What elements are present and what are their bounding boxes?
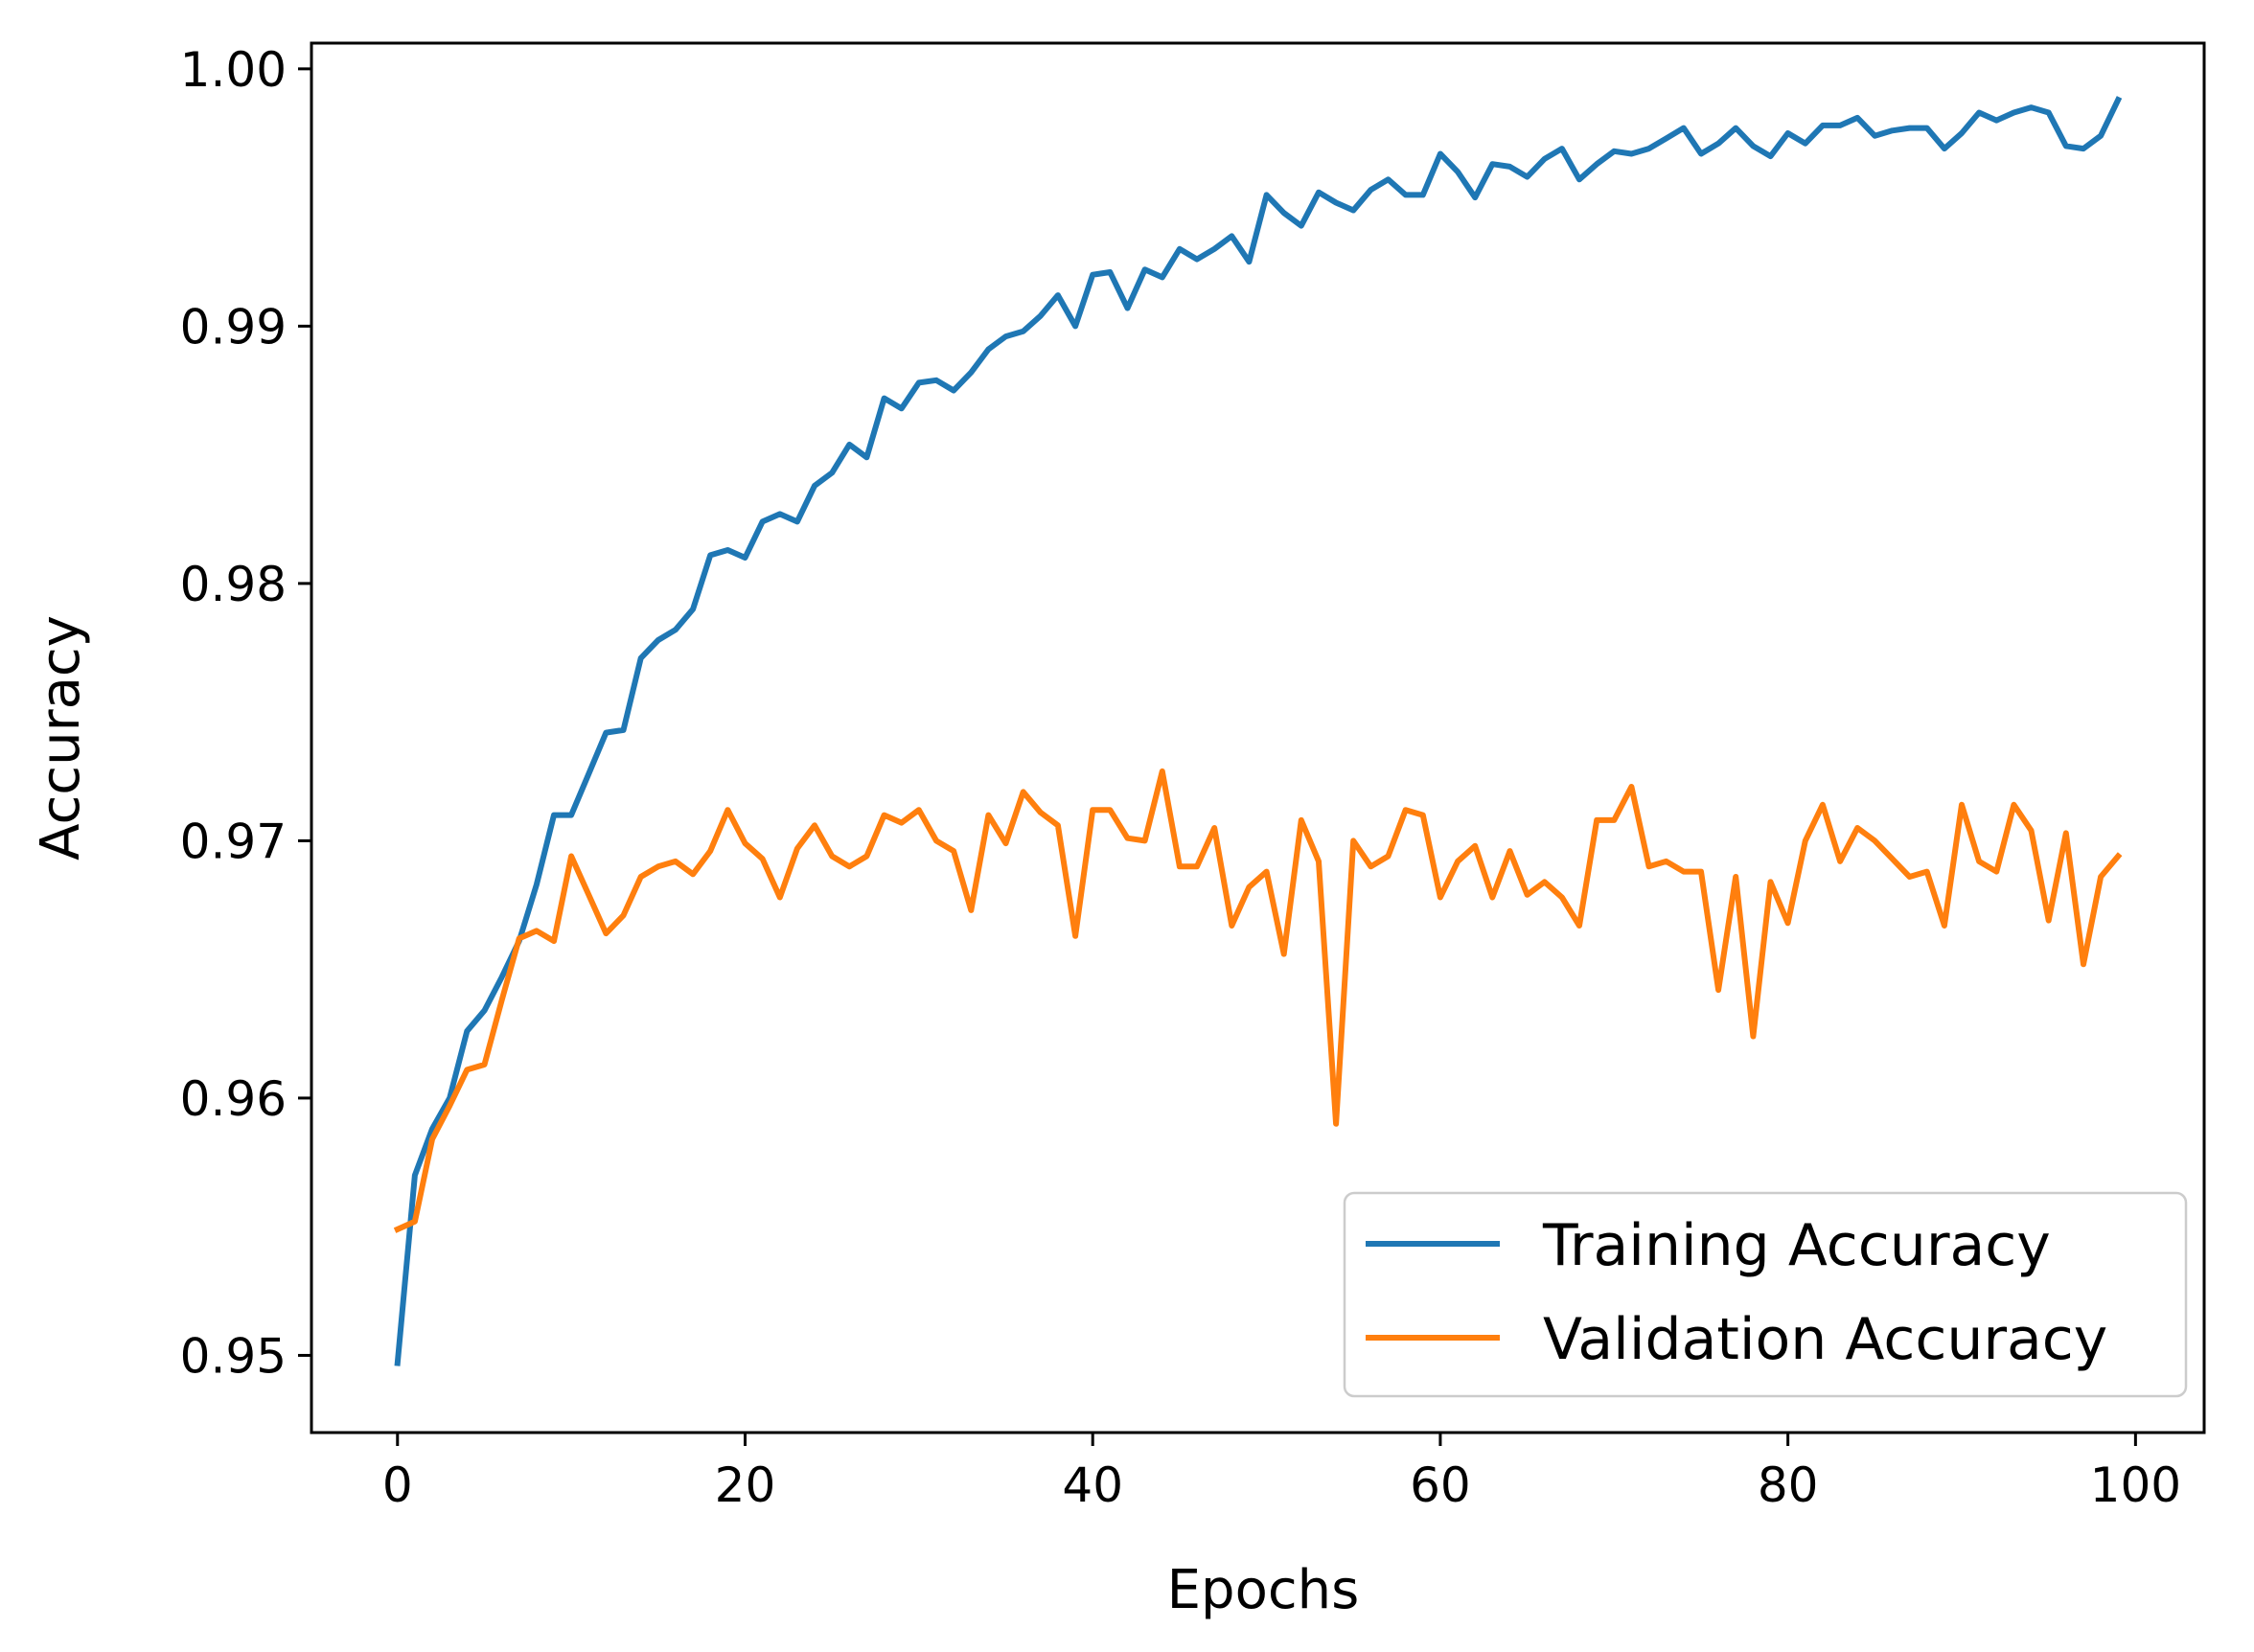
x-tick-label: 80: [1758, 1457, 1819, 1513]
x-tick-label: 20: [715, 1457, 776, 1513]
y-axis: 0.95 0.96 0.97 0.98 0.99 1.00: [180, 42, 311, 1384]
y-tick-label: 0.98: [180, 557, 287, 612]
x-axis: 0 20 40 60 80 100: [382, 1433, 2181, 1513]
series-layer: [393, 96, 2123, 1366]
x-tick-label: 0: [382, 1457, 413, 1513]
legend-box: [1343, 1191, 2188, 1398]
y-tick-label: 1.00: [180, 42, 287, 98]
legend-label-training: Training Accuracy: [1542, 1212, 2051, 1279]
x-tick-label: 60: [1410, 1457, 1471, 1513]
x-tick-label: 100: [2090, 1457, 2181, 1513]
series-line-validation-accuracy: [393, 768, 2123, 1233]
legend-label-validation: Validation Accuracy: [1543, 1306, 2107, 1373]
series-line-training-accuracy: [394, 96, 2123, 1366]
y-tick-label: 0.97: [180, 814, 287, 869]
y-tick-label: 0.99: [180, 299, 287, 355]
y-axis-label: Accuracy: [30, 615, 92, 860]
plot-frame: [310, 41, 2206, 1434]
y-tick-label: 0.96: [180, 1071, 287, 1127]
x-tick-label: 40: [1062, 1457, 1123, 1513]
x-axis-label: Epochs: [1167, 1559, 1360, 1621]
y-tick-label: 0.95: [180, 1328, 287, 1384]
legend: Training Accuracy Validation Accuracy: [1343, 1191, 2188, 1398]
